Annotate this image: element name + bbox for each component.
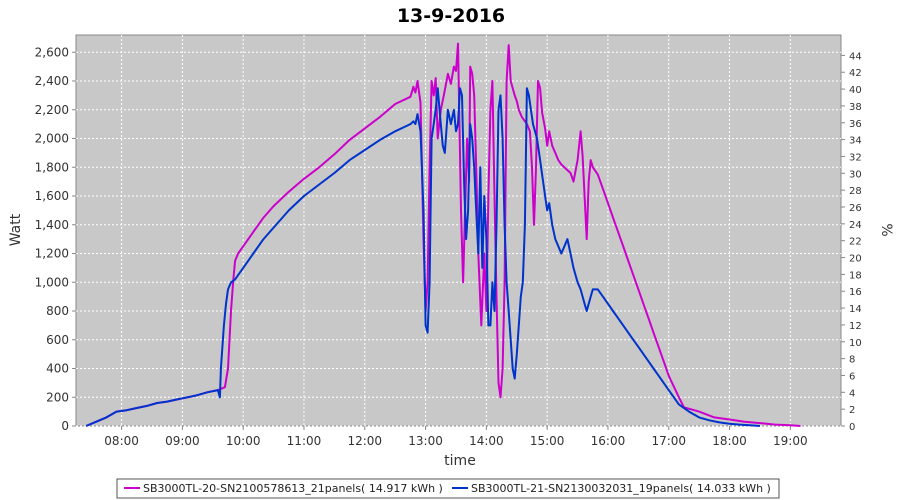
y2-tick-label: 2: [849, 405, 855, 416]
y2-tick-label: 10: [849, 338, 862, 349]
y2-tick-label: 0: [849, 422, 855, 433]
y-tick-label: 2,600: [35, 45, 69, 59]
y2-tick-label: 4: [849, 388, 855, 399]
y2-tick-label: 20: [849, 254, 862, 265]
y-tick-label: 1,200: [35, 247, 69, 261]
x-tick-label: 15:00: [530, 434, 565, 448]
y2-tick-label: 38: [849, 102, 862, 113]
y2-axis-label: %: [878, 223, 894, 236]
y-tick-label: 0: [61, 419, 69, 433]
x-tick-label: 17:00: [651, 434, 686, 448]
y-tick-label: 400: [46, 362, 69, 376]
x-tick-label: 11:00: [287, 434, 322, 448]
x-tick-label: 16:00: [591, 434, 626, 448]
y-tick-label: 800: [46, 304, 69, 318]
series-line-2: [85, 87, 760, 427]
y2-axis: 0246810121416182022242628303234363840424…: [841, 51, 862, 433]
series-lines: [85, 42, 801, 427]
y2-tick-label: 18: [849, 270, 862, 281]
y2-tick-label: 6: [849, 371, 855, 382]
y-tick-label: 1,600: [35, 189, 69, 203]
grid: [76, 35, 841, 427]
y2-tick-label: 14: [849, 304, 862, 315]
y-tick-label: 1,000: [35, 275, 69, 289]
x-axis-label: time: [444, 453, 476, 469]
legend-box: [116, 478, 780, 499]
y-tick-label: 600: [46, 333, 69, 347]
y2-tick-label: 34: [849, 136, 862, 147]
legend: SB3000TL-20-SN2100578613_21panels( 14.91…: [116, 478, 780, 499]
y-tick-label: 2,200: [35, 103, 69, 117]
y2-tick-label: 36: [849, 119, 862, 130]
x-tick-label: 10:00: [226, 434, 261, 448]
x-tick-label: 12:00: [347, 434, 382, 448]
y2-tick-label: 8: [849, 355, 855, 366]
y-tick-label: 2,400: [35, 74, 69, 88]
x-tick-label: 13:00: [408, 434, 443, 448]
x-tick-label: 14:00: [469, 434, 504, 448]
x-tick-label: 09:00: [165, 434, 200, 448]
y-axis-label: Watt: [8, 213, 24, 246]
x-tick-label: 18:00: [712, 434, 747, 448]
y-tick-label: 1,800: [35, 160, 69, 174]
y2-tick-label: 26: [849, 203, 862, 214]
y2-tick-label: 42: [849, 68, 862, 79]
y2-tick-label: 12: [849, 321, 862, 332]
legend-label-series-2: SB3000TL-21-SN2130032031_19panels( 14.03…: [471, 482, 771, 495]
y2-tick-label: 32: [849, 152, 862, 163]
x-tick-label: 08:00: [104, 434, 139, 448]
y2-tick-label: 24: [849, 220, 862, 231]
legend-label-series-1: SB3000TL-20-SN2100578613_21panels( 14.91…: [143, 482, 443, 495]
y2-tick-label: 30: [849, 169, 862, 180]
y2-tick-label: 28: [849, 186, 862, 197]
y-tick-label: 1,400: [35, 218, 69, 232]
y-tick-label: 2,000: [35, 132, 69, 146]
x-tick-label: 19:00: [773, 434, 808, 448]
y2-tick-label: 44: [849, 51, 862, 62]
y-axis: 0 200 400 600 800 1,000 1,200 1,400 1,600 1,800 2,…: [35, 45, 76, 433]
x-axis: 08:00 09:00 10:00 11:00 12:00 13:00 14:00 15:00…: [104, 426, 808, 448]
series-line-1: [85, 42, 801, 427]
y-tick-label: 200: [46, 390, 69, 404]
y2-tick-label: 16: [849, 287, 862, 298]
y2-tick-label: 22: [849, 237, 862, 248]
y2-tick-label: 40: [849, 85, 862, 96]
chart-title: 13-9-2016: [397, 5, 505, 27]
